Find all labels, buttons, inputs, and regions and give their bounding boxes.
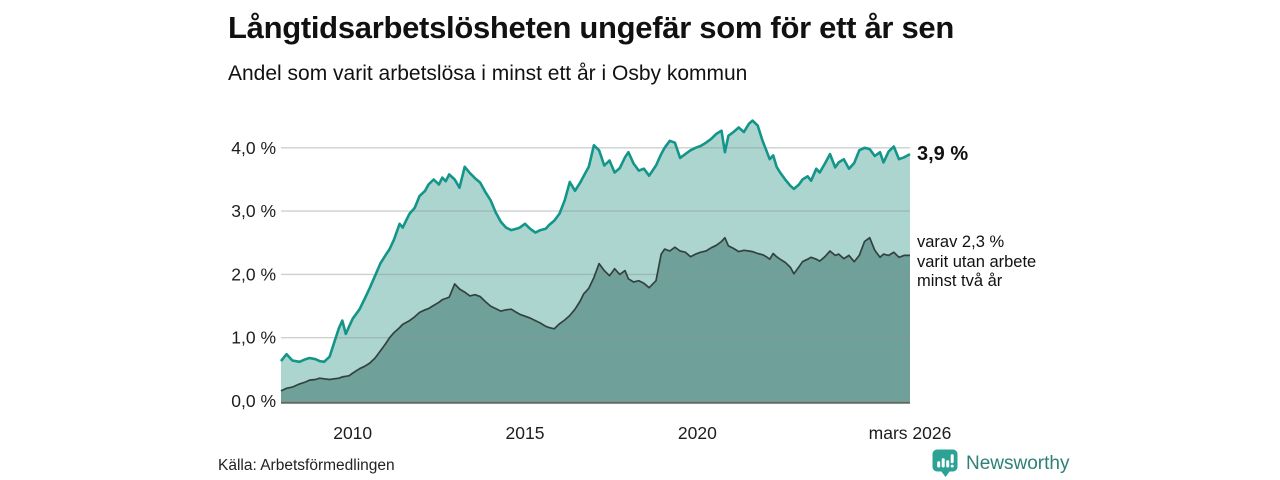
annotation-detail-line3: minst två år — [917, 272, 1003, 290]
y-tick-label: 1,0 % — [231, 328, 276, 348]
chart-series-lines — [279, 119, 911, 392]
page-subtitle: Andel som varit arbetslösa i minst ett å… — [228, 62, 748, 85]
annotation-detail-line2: varit utan arbete — [917, 252, 1037, 271]
newsworthy-bar-chart-bubble-icon — [932, 449, 958, 477]
series-end-label-total: 3,9 % — [917, 143, 969, 165]
y-tick-label: 3,0 % — [231, 201, 276, 221]
newsworthy-wordmark: Newsworthy — [966, 452, 1070, 474]
line-two-years — [280, 236, 910, 392]
newsworthy-logo: Newsworthy — [932, 449, 1069, 478]
x-axis-tick-labels: 2010 2015 2020 mars 2026 — [333, 423, 951, 443]
chart-area-fills — [281, 120, 910, 401]
line-total — [279, 119, 911, 364]
x-tick-label: 2010 — [333, 423, 372, 443]
source-label: Källa: Arbetsförmedlingen — [218, 457, 395, 474]
x-tick-label: 2015 — [506, 423, 545, 443]
y-tick-label: 2,0 % — [231, 264, 276, 284]
area-fill-two-years — [281, 237, 910, 401]
series-end-label-two-years: varav 2,3 % varit utan arbete minst två … — [917, 233, 1036, 292]
y-axis-tick-labels: 0,0 % 1,0 % 2,0 % 3,0 % 4,0 % — [231, 138, 276, 411]
annotation-detail-line1: varav 2,3 % — [917, 233, 1005, 251]
page-title: Långtidsarbetslösheten ungefär som för e… — [228, 10, 955, 45]
x-tick-label: mars 2026 — [869, 423, 952, 443]
y-tick-label: 4,0 % — [231, 138, 276, 158]
y-tick-label: 0,0 % — [231, 391, 276, 411]
x-tick-label: 2020 — [678, 423, 717, 443]
